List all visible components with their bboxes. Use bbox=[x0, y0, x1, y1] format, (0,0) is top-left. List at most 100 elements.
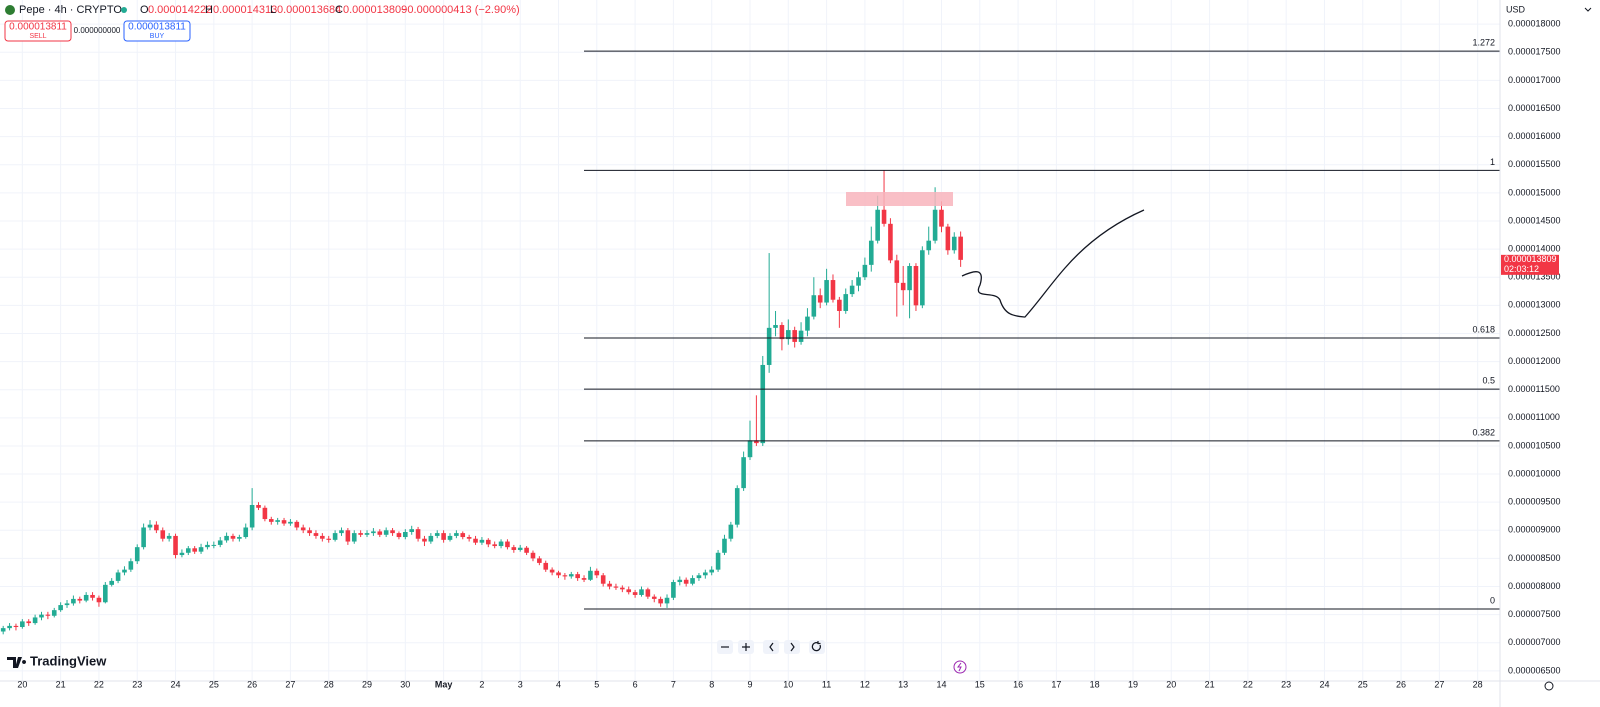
candle-body bbox=[0, 628, 6, 632]
x-tick-label: 21 bbox=[1205, 679, 1215, 689]
candle-body bbox=[568, 574, 574, 577]
x-tick-label: 25 bbox=[209, 679, 219, 689]
candle-body bbox=[415, 529, 421, 539]
x-tick-label: 7 bbox=[671, 679, 676, 689]
candle-body bbox=[51, 610, 57, 616]
candle-body bbox=[900, 282, 906, 291]
y-tick-label: 0.000018000 bbox=[1508, 19, 1561, 29]
buy-button[interactable] bbox=[123, 20, 191, 42]
candle-body bbox=[383, 530, 389, 535]
candle-body bbox=[779, 325, 785, 340]
x-tick-label: 10 bbox=[783, 679, 793, 689]
candle-body bbox=[932, 209, 938, 241]
candle-body bbox=[300, 527, 306, 531]
candle-body bbox=[581, 578, 587, 580]
candle-body bbox=[217, 540, 223, 545]
candle-body bbox=[268, 519, 274, 522]
y-tick-label: 0.000015500 bbox=[1508, 159, 1561, 169]
symbol[interactable]: Pepe · 4h · CRYPTO bbox=[19, 4, 122, 16]
x-tick-label: 8 bbox=[709, 679, 714, 689]
y-tick-label: 0.000007500 bbox=[1508, 609, 1561, 619]
candle-body bbox=[728, 524, 734, 539]
candle-body bbox=[185, 548, 191, 553]
candle-body bbox=[377, 531, 383, 535]
candle-body bbox=[517, 547, 523, 550]
x-tick-label: 24 bbox=[1319, 679, 1329, 689]
sell-button[interactable] bbox=[4, 20, 72, 42]
candle-body bbox=[556, 572, 561, 576]
candle-body bbox=[537, 558, 542, 563]
y-tick-label: 0.000008500 bbox=[1508, 553, 1561, 563]
candle-body bbox=[249, 504, 255, 528]
candle-body bbox=[703, 572, 708, 576]
price-axis: 0.000006500 0.000007000 0.000007500 0.00000… bbox=[1508, 19, 1561, 676]
x-tick-label: 27 bbox=[1434, 679, 1444, 689]
candle-body bbox=[505, 541, 510, 548]
x-tick-label: 14 bbox=[936, 679, 946, 689]
candle-body bbox=[441, 533, 446, 540]
candle-body bbox=[294, 521, 300, 528]
candle-body bbox=[243, 527, 249, 538]
candle-body bbox=[607, 583, 612, 587]
candle-body bbox=[805, 316, 810, 331]
resistance-zone bbox=[846, 192, 953, 206]
candle-body bbox=[600, 575, 606, 584]
candle-body bbox=[613, 586, 619, 588]
candle-body bbox=[358, 533, 363, 535]
x-tick-label: 28 bbox=[1473, 679, 1483, 689]
dropdown-icon bbox=[1584, 7, 1592, 12]
candle-body bbox=[198, 547, 204, 552]
candle-body bbox=[626, 589, 632, 593]
candle-body bbox=[281, 520, 287, 524]
candle-body bbox=[958, 236, 963, 260]
x-tick-label: 12 bbox=[860, 679, 870, 689]
x-tick-label: 26 bbox=[247, 679, 257, 689]
candle-body bbox=[747, 440, 753, 458]
candle-body bbox=[856, 277, 861, 286]
candle-body bbox=[868, 240, 874, 265]
candle-body bbox=[817, 295, 823, 303]
fib-label: 0 bbox=[1490, 595, 1495, 605]
candle-body bbox=[696, 575, 702, 579]
fib-label: 1.272 bbox=[1472, 38, 1495, 48]
candle-body bbox=[926, 240, 932, 251]
x-tick-label: May bbox=[435, 679, 453, 689]
candle-body bbox=[134, 547, 140, 562]
candle-body bbox=[715, 552, 721, 570]
y-tick-label: 0.000015000 bbox=[1508, 187, 1561, 197]
candle-body bbox=[422, 538, 427, 542]
buy-price: 0.000013811 bbox=[128, 22, 186, 33]
event-icon[interactable] bbox=[953, 660, 967, 674]
candle-body bbox=[83, 594, 89, 601]
candle-body bbox=[651, 596, 657, 599]
scroll-left[interactable] bbox=[763, 640, 779, 654]
y-tick-label: 0.000011000 bbox=[1508, 412, 1560, 422]
currency[interactable]: USD bbox=[1506, 4, 1526, 14]
candle-body bbox=[773, 325, 778, 328]
candle-body bbox=[524, 547, 529, 553]
candle-body bbox=[690, 578, 695, 584]
candle-body bbox=[179, 552, 185, 556]
y-tick-label: 0.000010000 bbox=[1508, 468, 1561, 478]
candle-body bbox=[77, 598, 83, 601]
candle-body bbox=[434, 533, 440, 536]
candle-body bbox=[830, 280, 836, 300]
candle-body bbox=[760, 364, 766, 444]
candle-body bbox=[741, 457, 746, 489]
candle-body bbox=[211, 544, 217, 546]
candle-body bbox=[792, 330, 797, 342]
candle-body bbox=[562, 575, 568, 577]
candle-body bbox=[671, 582, 676, 598]
settings-icon[interactable] bbox=[1544, 681, 1554, 691]
x-tick-label: 4 bbox=[556, 679, 561, 689]
candle-body bbox=[492, 544, 497, 547]
scroll-right[interactable] bbox=[784, 640, 800, 654]
candle-body bbox=[32, 617, 38, 624]
y-tick-label: 0.000013500 bbox=[1508, 272, 1561, 282]
candle-body bbox=[13, 625, 19, 628]
candle-body bbox=[237, 537, 242, 539]
time-axis: 20 21 22 23 24 25 26 27 28 29 30 May 2 3 4 5 6 7 8 9 10 11 12 1… bbox=[17, 679, 1482, 689]
candle-body bbox=[390, 530, 395, 534]
y-tick-label: 0.000014500 bbox=[1508, 215, 1561, 225]
y-tick-label: 0.000011500 bbox=[1508, 384, 1560, 394]
